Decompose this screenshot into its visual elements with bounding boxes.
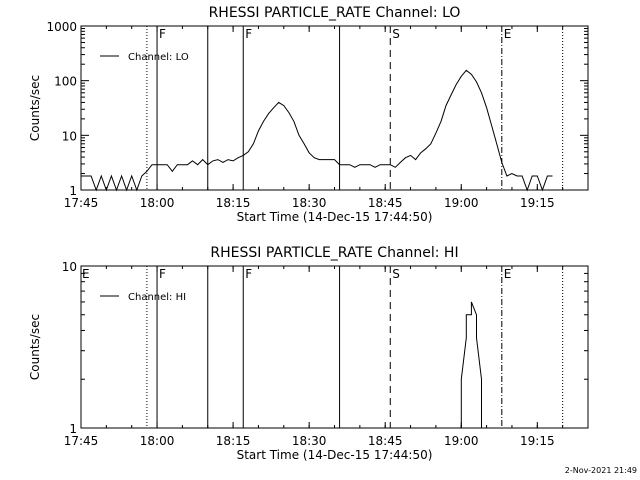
x-tick-label: 18:00 <box>140 434 175 448</box>
data-series-line <box>460 301 482 428</box>
x-tick-label: 19:00 <box>444 196 479 210</box>
x-tick-label: 18:00 <box>140 196 175 210</box>
x-tick-label: 18:15 <box>216 196 251 210</box>
event-marker-label: E <box>504 267 512 281</box>
x-tick-label: 19:15 <box>520 434 555 448</box>
y-tick-label: 1000 <box>46 20 77 34</box>
event-marker-label: F <box>159 267 166 281</box>
y-tick-label: 100 <box>54 75 77 89</box>
chart-title: RHESSI PARTICLE_RATE Channel: LO <box>209 5 461 21</box>
y-tick-label: 10 <box>62 129 77 143</box>
y-axis-label: Counts/sec <box>28 314 42 380</box>
y-tick-label: 10 <box>62 260 77 274</box>
x-tick-label: 19:15 <box>520 196 555 210</box>
x-tick-label: 17:45 <box>64 434 99 448</box>
x-tick-label: 18:45 <box>368 196 403 210</box>
x-tick-label: 19:00 <box>444 434 479 448</box>
x-tick-label: 17:45 <box>64 196 99 210</box>
event-marker-label: E <box>82 267 90 281</box>
footer-timestamp: 2-Nov-2021 21:49 <box>564 466 637 475</box>
event-marker-label: F <box>159 27 166 41</box>
y-tick-label: 1 <box>69 422 77 436</box>
x-tick-label: 18:15 <box>216 434 251 448</box>
y-axis-label: Counts/sec <box>28 75 42 141</box>
event-marker-label: S <box>392 27 400 41</box>
x-tick-label: 18:45 <box>368 434 403 448</box>
event-marker-label: S <box>392 267 400 281</box>
y-tick-label: 1 <box>69 184 77 198</box>
x-axis-label: Start Time (14-Dec-15 17:44:50) <box>237 448 433 462</box>
event-marker-label: F <box>245 27 252 41</box>
legend-label: Channel: HI <box>128 292 186 303</box>
data-series-line <box>81 69 553 192</box>
event-marker-label: E <box>504 27 512 41</box>
legend-label: Channel: LO <box>128 52 189 63</box>
x-axis-label: Start Time (14-Dec-15 17:44:50) <box>237 210 433 224</box>
event-marker-label: F <box>245 267 252 281</box>
x-tick-label: 18:30 <box>292 434 327 448</box>
chart-title: RHESSI PARTICLE_RATE Channel: HI <box>210 245 458 261</box>
x-tick-label: 18:30 <box>292 196 327 210</box>
